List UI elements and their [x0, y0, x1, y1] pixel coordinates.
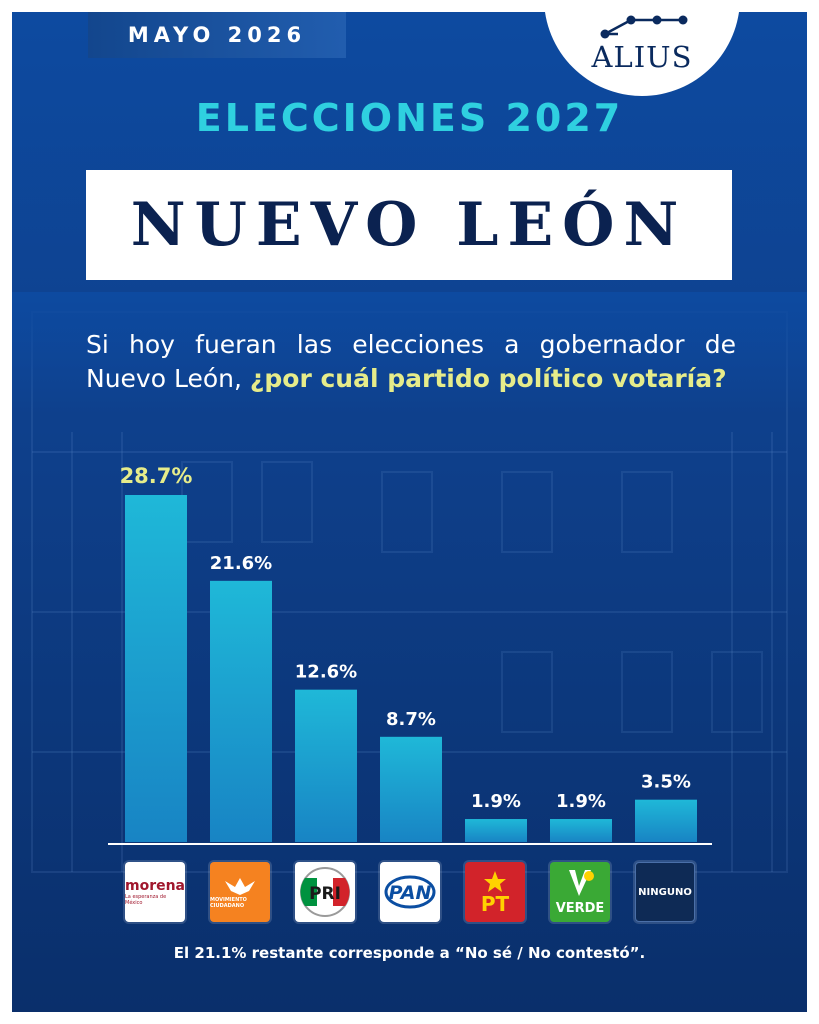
logo-pri-text: PRI	[309, 884, 341, 904]
bar-label-6: 3.5%	[641, 772, 691, 793]
logo-morena-text: morena	[125, 878, 185, 894]
pt-star-icon: PT	[481, 871, 510, 915]
subtitle: ELECCIONES 2027	[195, 96, 624, 140]
bar-4	[465, 819, 527, 842]
logo-ninguno-text: NINGUNO	[638, 886, 692, 898]
pri-emblem-icon: PRI	[300, 867, 350, 917]
logo-verde: VERDE	[550, 862, 610, 922]
bar-3	[380, 736, 442, 842]
bar-label-4: 1.9%	[471, 791, 521, 812]
bar-5	[550, 819, 612, 842]
question-highlight: ¿por cuál partido político votaría?	[249, 364, 727, 393]
logo-verde-text: VERDE	[556, 901, 605, 916]
infographic-frame: MAYO 2026 ALIUS ELECCIONES 2027 NUEVO LE…	[12, 12, 807, 1012]
question-text: Si hoy fueran las elecciones a gobernado…	[86, 330, 736, 393]
logo-mc-text: MOVIMIENTO CIUDADANO	[210, 897, 247, 909]
bar-label-1: 21.6%	[210, 553, 272, 574]
building-background-art	[12, 292, 807, 873]
page-title: NUEVO LEÓN	[130, 190, 688, 260]
logo-morena: morena La esperanza de México	[125, 862, 185, 922]
logo-movimiento-ciudadano: MOVIMIENTO CIUDADANO	[210, 862, 270, 922]
logo-pt-text: PT	[481, 892, 510, 915]
bar-6	[635, 799, 697, 842]
brand-logo-text: ALIUS	[591, 40, 693, 74]
logo-pan-text: PAN	[389, 882, 432, 904]
survey-question: Si hoy fueran las elecciones a gobernado…	[86, 328, 736, 396]
date-banner: MAYO 2026	[88, 12, 346, 58]
logo-pri: PRI	[295, 862, 355, 922]
bar-label-5: 1.9%	[556, 791, 606, 812]
logo-pan: PAN	[380, 862, 440, 922]
bar-label-0: 28.7%	[120, 464, 193, 488]
footnote: El 21.1% restante corresponde a “No sé /…	[173, 944, 646, 962]
bar-2	[295, 689, 357, 842]
logo-ninguno: NINGUNO	[635, 862, 695, 922]
title-box: NUEVO LEÓN	[86, 170, 732, 280]
bar-0	[125, 495, 187, 842]
logo-pt: PT	[465, 862, 525, 922]
brand-network-icon	[600, 15, 688, 39]
eagle-icon	[225, 878, 255, 895]
bar-chart: 28.7% 21.6% 12.6% 8.7% 1.9% 1.9% 3.5%	[108, 464, 712, 845]
pan-emblem-icon: PAN	[384, 875, 436, 909]
bar-label-3: 8.7%	[386, 709, 436, 730]
verde-toucan-icon: VERDE	[556, 870, 605, 916]
bar-label-2: 12.6%	[295, 662, 357, 683]
bar-1	[210, 580, 272, 842]
logo-morena-tagline: La esperanza de México	[125, 894, 167, 906]
